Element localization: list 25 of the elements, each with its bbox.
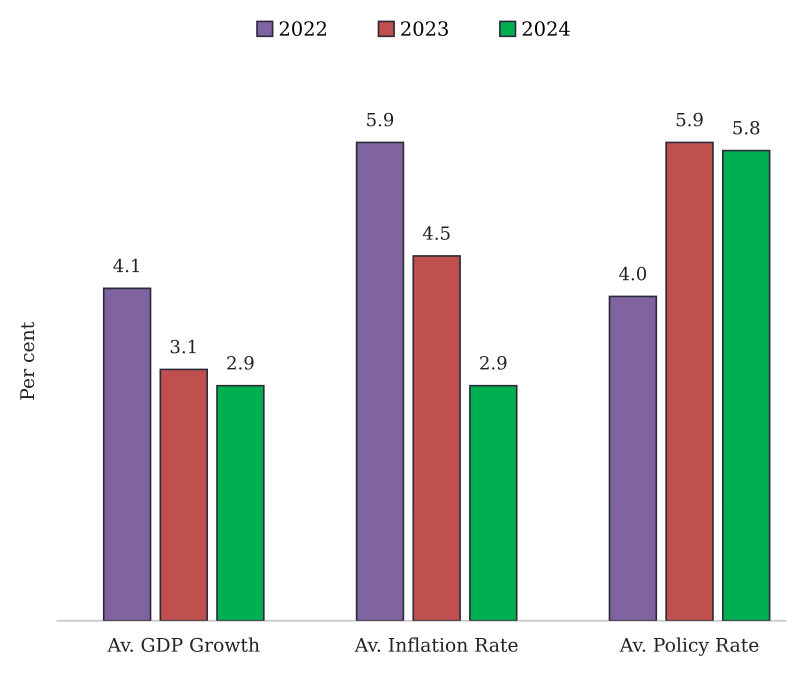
- bar: [665, 142, 714, 621]
- legend-label: 2022: [280, 21, 326, 36]
- data-label: 4.0: [619, 266, 646, 280]
- data-label: 5.9: [676, 112, 703, 126]
- legend-label: 2024: [522, 21, 570, 36]
- data-label: 3.1: [170, 340, 196, 354]
- bar: [608, 296, 658, 621]
- data-label: 5.8: [733, 120, 760, 135]
- bar: [412, 255, 461, 621]
- bar: [160, 368, 208, 621]
- bar: [469, 384, 518, 621]
- x-tick-label: Av. GDP Growth: [107, 637, 260, 652]
- data-label: 4.1: [113, 258, 139, 272]
- x-tick-label: Av. Policy Rate: [620, 637, 758, 656]
- data-label: 5.9: [367, 112, 394, 126]
- x-tick-label: Av. Inflation Rate: [354, 637, 518, 652]
- bar: [102, 288, 152, 621]
- data-label: 4.5: [422, 226, 450, 240]
- y-axis-title: Per cent: [20, 322, 34, 400]
- bar: [216, 384, 265, 621]
- data-label: 2.9: [480, 356, 506, 370]
- legend-label: 2023: [401, 21, 448, 36]
- bar: [722, 150, 770, 621]
- data-label: 2.9: [227, 356, 254, 370]
- bar: [356, 142, 404, 621]
